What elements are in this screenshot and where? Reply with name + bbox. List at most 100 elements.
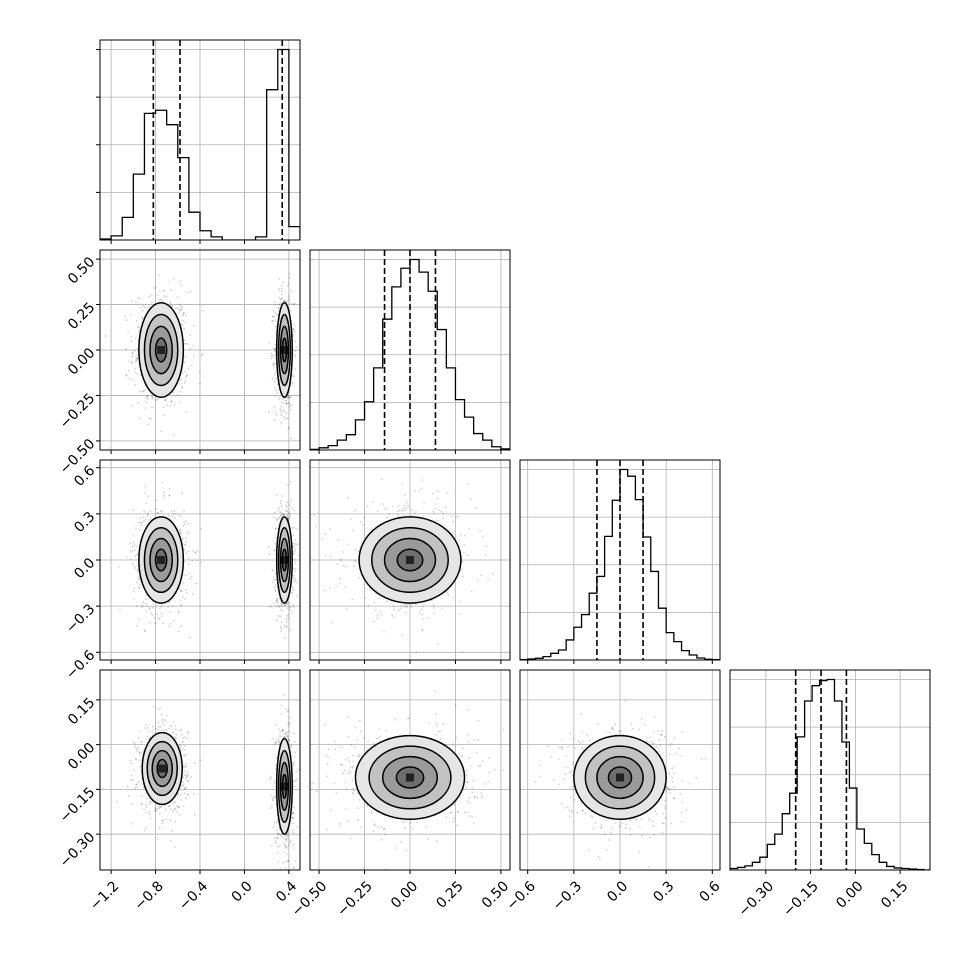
scatter-point xyxy=(146,512,149,515)
scatter-point xyxy=(291,585,294,588)
scatter-point xyxy=(416,821,419,824)
scatter-point xyxy=(131,545,134,548)
contour-0-2 xyxy=(584,745,656,810)
scatter-point xyxy=(290,499,292,502)
scatter-point xyxy=(484,783,487,785)
scatter-point xyxy=(428,721,431,724)
scatter-point xyxy=(183,745,186,748)
scatter-point xyxy=(446,492,449,495)
scatter-point xyxy=(326,775,329,778)
scatter-point xyxy=(135,358,137,361)
scatter-point xyxy=(286,871,288,873)
scatter-point xyxy=(597,855,600,858)
scatter-point xyxy=(193,354,196,357)
scatter-point xyxy=(404,611,407,614)
scatter-point xyxy=(182,312,185,315)
scatter-point xyxy=(274,590,277,593)
scatter-point xyxy=(180,515,182,518)
scatter-point xyxy=(178,806,180,809)
scatter-point xyxy=(161,822,164,825)
scatter-point xyxy=(645,736,648,739)
scatter-point xyxy=(435,840,438,842)
scatter-point xyxy=(177,612,180,614)
scatter-point xyxy=(153,463,155,465)
scatter-point xyxy=(406,603,408,606)
scatter-point xyxy=(148,810,151,813)
density-core-1 xyxy=(280,346,289,354)
scatter-point xyxy=(291,506,293,509)
scatter-point xyxy=(135,545,138,548)
scatter-point xyxy=(277,307,280,309)
scatter-point xyxy=(442,512,444,515)
scatter-point xyxy=(165,396,168,399)
scatter-point xyxy=(420,629,423,632)
scatter-point xyxy=(571,774,574,777)
scatter-point xyxy=(272,796,275,799)
scatter-point xyxy=(657,729,660,732)
scatter-point xyxy=(438,509,441,512)
scatter-point xyxy=(671,776,674,779)
contour-0-0 xyxy=(154,337,168,363)
scatter-point xyxy=(162,289,165,292)
scatter-point xyxy=(168,487,171,490)
contour-0-0 xyxy=(607,766,633,789)
scatter-point xyxy=(174,801,177,804)
scatter-point xyxy=(286,396,289,399)
scatter-point xyxy=(289,628,291,631)
scatter-point xyxy=(468,802,471,805)
scatter-point xyxy=(186,532,189,535)
scatter-point xyxy=(192,344,195,347)
scatter-point xyxy=(282,836,284,839)
scatter-point xyxy=(125,373,128,376)
scatter-point xyxy=(194,551,197,554)
scatter-point xyxy=(283,843,286,845)
scatter-point xyxy=(186,774,189,776)
scatter-point xyxy=(170,725,172,727)
scatter-point xyxy=(189,348,192,351)
scatter-point xyxy=(183,510,185,513)
scatter-point xyxy=(199,759,202,762)
contour-0-3 xyxy=(354,734,466,821)
scatter-point xyxy=(277,597,280,600)
scatter-point xyxy=(290,302,292,305)
contour-1-3 xyxy=(275,301,293,399)
scatter-point xyxy=(177,805,180,808)
scatter-point xyxy=(184,361,186,364)
contour-0-3 xyxy=(138,516,185,604)
scatter-point xyxy=(345,808,347,811)
scatter-point xyxy=(159,510,162,512)
scatter-point xyxy=(357,819,359,822)
scatter-point xyxy=(157,617,160,620)
scatter-point xyxy=(659,744,662,746)
scatter-point xyxy=(598,858,601,861)
scatter-point xyxy=(150,612,153,614)
scatter-point xyxy=(352,787,354,790)
scatter-point xyxy=(502,769,505,772)
scatter-point xyxy=(288,609,291,612)
scatter-point xyxy=(186,343,189,346)
scatter-point xyxy=(274,542,277,545)
scatter-point xyxy=(286,396,289,399)
scatter-point xyxy=(363,516,366,518)
scatter-point xyxy=(128,377,131,380)
scatter-point xyxy=(168,625,171,628)
scatter-point xyxy=(171,605,174,608)
x-tick-label: −0.15 xyxy=(780,878,822,920)
scatter-point xyxy=(157,721,160,723)
scatter-point xyxy=(274,311,277,314)
scatter-point xyxy=(158,805,161,808)
scatter-point xyxy=(391,614,394,617)
scatter-point xyxy=(287,299,289,302)
scatter-point xyxy=(655,745,658,748)
scatter-point xyxy=(156,613,159,615)
scatter-point xyxy=(292,589,295,592)
scatter-point xyxy=(269,807,272,810)
scatter-point xyxy=(288,512,291,515)
scatter-point xyxy=(659,733,662,736)
scatter-point xyxy=(135,747,137,750)
scatter-point xyxy=(452,596,455,599)
scatter-point xyxy=(282,850,285,853)
scatter-point xyxy=(142,601,145,603)
scatter-point xyxy=(342,564,345,567)
scatter-point xyxy=(280,287,283,290)
